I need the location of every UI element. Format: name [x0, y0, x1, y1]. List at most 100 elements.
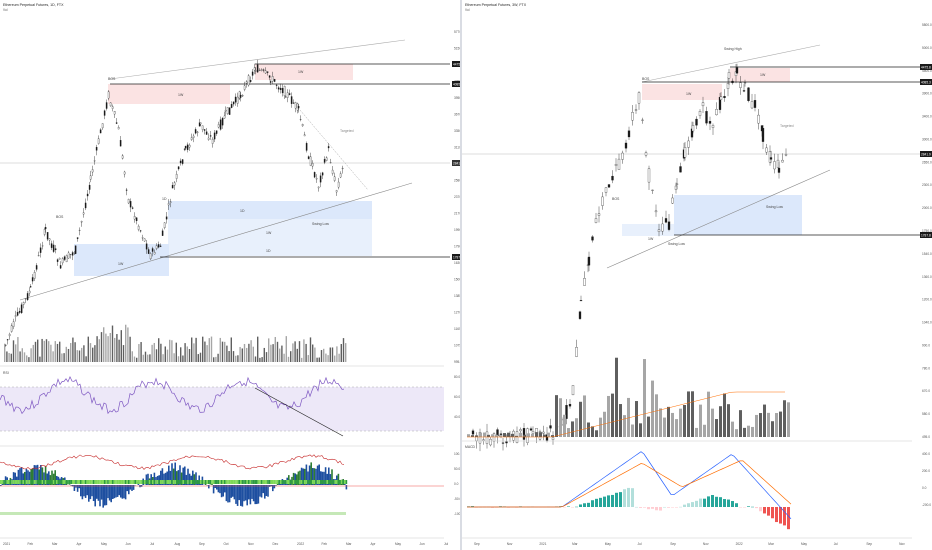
candle-body	[149, 253, 152, 260]
macd-hist-bar	[771, 507, 774, 519]
osc2-mid-band	[180, 480, 183, 484]
osc2-mid-band	[219, 480, 221, 484]
osc2-bar	[246, 485, 248, 506]
osc2-mid-band	[217, 480, 220, 484]
candle-body	[674, 185, 678, 190]
candle-body	[6, 339, 9, 341]
candle-body	[203, 129, 206, 131]
candle-body	[190, 137, 193, 140]
candle-body	[213, 132, 216, 140]
price-tick-label: 3400.0	[922, 115, 932, 119]
osc2-mid-band	[286, 480, 288, 484]
candle-body	[743, 82, 747, 84]
macd-hist-bar	[563, 507, 566, 508]
label-1w-zone-top: 1W	[298, 70, 304, 74]
volume-bar	[70, 342, 72, 362]
time-tick-label: 2021	[3, 542, 10, 546]
osc2-bar	[294, 473, 296, 485]
candle-body	[339, 173, 342, 178]
candle-body	[761, 128, 765, 142]
volume-bar	[100, 332, 103, 362]
supply-zone-1w	[642, 84, 722, 100]
macd-hist-bar	[671, 507, 674, 508]
osc2-mid-band	[177, 480, 180, 484]
candle-body	[664, 218, 668, 223]
osc2-mid-band	[313, 480, 316, 484]
volume-bar	[96, 336, 98, 362]
osc2-mid-band	[121, 480, 124, 484]
candle-body	[575, 347, 578, 357]
osc2-bar	[225, 485, 228, 502]
volume-bar	[230, 337, 232, 362]
osc2-bar	[249, 485, 252, 505]
osc2-bar	[105, 485, 108, 506]
candle-body	[159, 245, 162, 247]
right-chart-canvas[interactable]: Swing High BOS 1W 1W Targeted Swing Low Swing …	[462, 0, 932, 550]
candle-body	[129, 201, 132, 208]
candle-body	[301, 124, 304, 127]
label-bos-left: BOS	[56, 215, 64, 219]
volume-bar	[191, 337, 193, 362]
macd-hist-bar	[647, 507, 650, 510]
candle-body	[253, 67, 256, 71]
volume-bar	[559, 398, 562, 437]
osc2-bar	[44, 465, 47, 485]
volume-bar	[336, 346, 338, 362]
candle-body	[8, 333, 11, 337]
volume-bar	[296, 348, 298, 362]
left-chart-canvas[interactable]: BOS 1W 1W 1D 1W 1D Targeted Swing Low 1W BOS 1D 577…	[0, 0, 460, 550]
volume-bar	[338, 353, 340, 362]
volume-bar	[675, 419, 678, 437]
osc2-mid-band	[203, 480, 205, 484]
osc2-bar	[254, 485, 256, 505]
candle-body	[50, 243, 53, 248]
candle-body	[245, 81, 248, 84]
macd-tick-label: 0.0	[922, 486, 927, 490]
osc2-mid-band	[107, 480, 109, 484]
osc2-mid-band	[64, 480, 66, 484]
volume-bar	[479, 432, 482, 437]
volume-bar	[583, 395, 586, 437]
osc2-mid-band	[225, 480, 228, 484]
volume-bar	[89, 343, 92, 362]
candle-body	[777, 167, 781, 173]
candle-body	[194, 129, 197, 134]
osc2-bar	[185, 474, 188, 485]
label-targeted: Targeted	[780, 124, 794, 128]
volume-bar	[45, 339, 48, 362]
time-tick-label: 2021	[539, 542, 546, 546]
volume-bar	[206, 345, 208, 362]
osc2-mid-band	[80, 480, 82, 484]
volume-bar	[10, 353, 12, 362]
osc2-mid-band	[212, 480, 215, 484]
label-targeted: Targeted	[340, 129, 354, 133]
osc2-mid-band	[97, 480, 100, 484]
osc2-mid-band	[116, 480, 119, 484]
panel-divider[interactable]	[460, 0, 462, 550]
candle-body	[192, 135, 195, 138]
volume-bar	[252, 346, 254, 362]
candle-body	[69, 253, 72, 255]
osc2-bar	[36, 464, 39, 485]
candle-body	[331, 169, 334, 174]
osc2-bar	[222, 485, 224, 497]
osc2-mid-band	[196, 480, 199, 484]
candle-body	[29, 286, 32, 288]
candle-body	[715, 109, 718, 116]
volume-bar	[78, 350, 81, 362]
osc2-mid-band	[75, 480, 77, 484]
volume-bar	[671, 412, 674, 437]
candle-body	[594, 218, 598, 223]
osc2-mid-band	[56, 480, 58, 484]
osc2-bar	[302, 468, 304, 485]
candle-body	[109, 102, 112, 107]
macd-hist-bar	[471, 506, 474, 507]
candle-body	[531, 431, 535, 434]
candle-body	[135, 217, 138, 222]
candle-body	[16, 312, 19, 316]
osc2-mid-band	[310, 480, 312, 484]
volume-bar	[723, 393, 726, 437]
volume-bar	[160, 343, 162, 362]
volume-bar	[235, 355, 237, 362]
rsi-tick-label: 80.00	[454, 375, 460, 379]
